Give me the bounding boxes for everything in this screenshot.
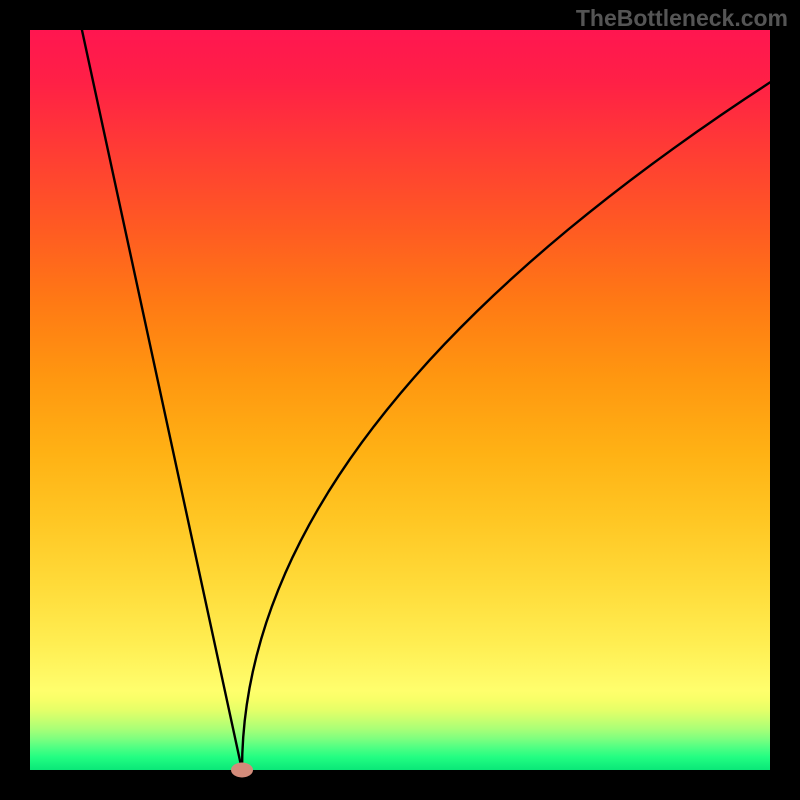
watermark-text: TheBottleneck.com — [576, 5, 788, 32]
chart-stage: TheBottleneck.com — [0, 0, 800, 800]
vertex-marker — [231, 763, 253, 778]
gradient-panel — [30, 30, 770, 770]
bottleneck-chart — [0, 0, 800, 800]
